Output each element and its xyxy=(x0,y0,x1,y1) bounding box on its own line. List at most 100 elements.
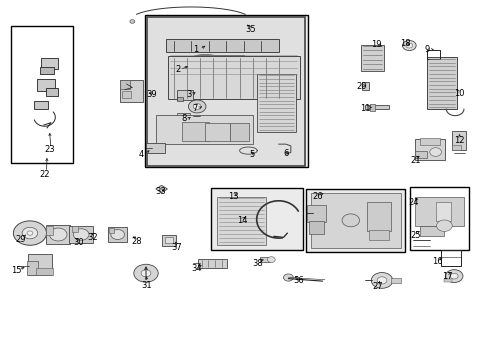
Bar xyxy=(390,278,400,283)
Text: 29: 29 xyxy=(15,235,26,244)
Circle shape xyxy=(445,270,462,283)
Text: 32: 32 xyxy=(87,233,98,242)
Circle shape xyxy=(267,257,275,262)
Bar xyxy=(37,79,55,91)
Circle shape xyxy=(22,227,38,239)
Bar xyxy=(195,55,244,63)
Text: 36: 36 xyxy=(293,276,304,285)
Circle shape xyxy=(449,273,457,279)
Circle shape xyxy=(73,229,89,240)
Bar xyxy=(307,204,325,222)
Bar xyxy=(444,279,451,282)
Bar xyxy=(229,123,249,140)
Text: 38: 38 xyxy=(252,259,263,268)
Bar xyxy=(409,187,468,250)
Text: 11: 11 xyxy=(360,104,370,113)
Circle shape xyxy=(13,221,46,245)
Circle shape xyxy=(134,264,158,282)
Bar xyxy=(41,58,58,69)
Text: 1: 1 xyxy=(193,45,198,54)
Text: 8: 8 xyxy=(181,114,186,123)
Circle shape xyxy=(376,277,386,284)
Text: 5: 5 xyxy=(249,150,254,159)
Bar xyxy=(217,197,265,244)
Text: 25: 25 xyxy=(409,231,420,240)
Bar xyxy=(161,235,176,246)
Text: 35: 35 xyxy=(245,25,256,34)
Circle shape xyxy=(402,41,415,50)
Bar xyxy=(419,226,444,236)
Bar xyxy=(177,113,189,120)
Bar xyxy=(108,227,127,242)
Bar xyxy=(147,17,305,166)
Text: 31: 31 xyxy=(141,281,151,290)
Bar xyxy=(46,88,58,96)
Bar xyxy=(419,138,439,145)
Text: 37: 37 xyxy=(171,243,182,252)
Bar xyxy=(427,57,456,109)
Text: 9: 9 xyxy=(424,45,429,54)
Text: 15: 15 xyxy=(11,266,22,275)
Bar xyxy=(122,91,131,98)
Bar xyxy=(156,116,253,144)
Bar xyxy=(308,221,324,234)
Bar xyxy=(120,81,130,89)
Circle shape xyxy=(27,231,33,235)
Text: 17: 17 xyxy=(441,271,452,280)
Text: 24: 24 xyxy=(407,198,418,207)
Bar xyxy=(120,80,143,102)
Circle shape xyxy=(130,20,135,23)
Text: 21: 21 xyxy=(409,156,420,165)
Bar xyxy=(146,143,164,153)
Bar xyxy=(435,202,450,221)
Text: 30: 30 xyxy=(73,238,83,247)
Bar xyxy=(36,267,53,275)
Text: 10: 10 xyxy=(453,89,464,98)
Circle shape xyxy=(370,273,392,288)
Bar xyxy=(182,122,209,141)
Bar xyxy=(11,26,73,163)
Bar xyxy=(166,40,278,51)
Text: 34: 34 xyxy=(190,265,201,274)
Circle shape xyxy=(193,104,201,109)
Text: 16: 16 xyxy=(431,257,442,266)
Text: 20: 20 xyxy=(356,82,366,91)
Bar xyxy=(177,97,183,101)
Bar xyxy=(369,104,374,111)
Bar xyxy=(414,150,426,158)
Text: 14: 14 xyxy=(237,216,247,225)
Text: 3: 3 xyxy=(185,90,191,99)
Bar xyxy=(451,145,461,150)
Circle shape xyxy=(188,100,205,113)
Bar xyxy=(310,193,400,248)
Text: 23: 23 xyxy=(44,145,55,154)
Circle shape xyxy=(49,228,67,241)
Bar xyxy=(46,226,53,235)
Text: 26: 26 xyxy=(312,192,323,201)
Bar xyxy=(109,228,114,233)
Bar xyxy=(27,253,52,275)
Bar xyxy=(414,139,444,160)
Bar xyxy=(144,15,307,167)
Circle shape xyxy=(341,214,359,227)
Text: 33: 33 xyxy=(156,187,166,196)
Text: 27: 27 xyxy=(371,282,382,291)
Circle shape xyxy=(141,270,151,277)
Text: 28: 28 xyxy=(131,237,142,246)
Bar xyxy=(198,259,227,268)
Bar xyxy=(167,56,299,99)
Bar xyxy=(451,131,466,150)
Bar xyxy=(40,67,54,74)
Bar xyxy=(259,257,270,262)
Bar xyxy=(256,74,295,132)
Polygon shape xyxy=(156,185,167,193)
Circle shape xyxy=(283,274,293,281)
Text: 18: 18 xyxy=(400,39,410,48)
Bar xyxy=(360,45,383,71)
Bar xyxy=(414,197,463,226)
Bar xyxy=(205,123,229,140)
Text: 22: 22 xyxy=(40,170,50,179)
Bar xyxy=(69,226,93,243)
Bar xyxy=(34,101,48,109)
Circle shape xyxy=(405,43,412,48)
